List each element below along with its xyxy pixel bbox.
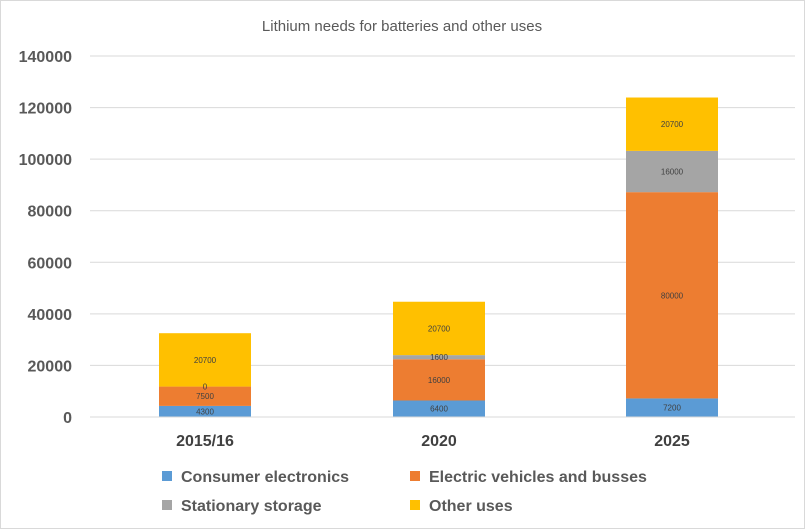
data-label: 16000 xyxy=(661,168,684,177)
y-tick-label: 20000 xyxy=(28,358,73,375)
x-axis-ticks: 2015/16 2020 2025 xyxy=(176,433,690,450)
data-label: 7200 xyxy=(663,404,681,413)
legend-label: Other uses xyxy=(429,498,513,515)
data-label: 1600 xyxy=(430,353,448,362)
data-label: 7500 xyxy=(196,392,214,401)
bar-electric-vehicles-and-busses xyxy=(626,192,718,399)
bar-electric-vehicles-and-busses xyxy=(393,359,485,401)
bar-other-uses xyxy=(159,333,251,387)
legend-swatch xyxy=(162,500,172,510)
legend-label: Stationary storage xyxy=(181,498,322,515)
bar-consumer-electronics xyxy=(393,400,485,417)
data-label: 4300 xyxy=(196,407,214,416)
x-tick-label: 2020 xyxy=(421,433,457,450)
x-tick-label: 2025 xyxy=(654,433,690,450)
y-tick-label: 120000 xyxy=(19,101,72,118)
bar-consumer-electronics xyxy=(626,398,718,417)
legend-label: Electric vehicles and busses xyxy=(429,469,647,486)
y-tick-label: 80000 xyxy=(28,204,73,221)
legend-item: Stationary storage xyxy=(162,498,322,515)
bar-stationary-storage xyxy=(626,150,718,193)
y-axis-ticks: 0 20000 40000 60000 80000 100000 120000 140000 xyxy=(19,49,72,427)
legend: Consumer electronics Electric vehicles an… xyxy=(162,469,647,515)
bar-other-uses xyxy=(393,301,485,356)
data-label: 20700 xyxy=(661,120,684,129)
bars xyxy=(159,97,718,417)
bar-electric-vehicles-and-busses xyxy=(159,386,251,406)
data-label: 80000 xyxy=(661,291,684,300)
y-tick-label: 100000 xyxy=(19,152,72,169)
legend-swatch xyxy=(162,471,172,481)
data-label: 16000 xyxy=(428,376,451,385)
y-tick-label: 60000 xyxy=(28,255,73,272)
legend-swatch xyxy=(410,471,420,481)
data-label: 20700 xyxy=(194,356,217,365)
legend-swatch xyxy=(410,500,420,510)
chart-title: Lithium needs for batteries and other us… xyxy=(262,18,542,35)
data-label: 20700 xyxy=(428,324,451,333)
data-label: 6400 xyxy=(430,405,448,414)
y-tick-label: 140000 xyxy=(19,49,72,66)
bar-stationary-storage xyxy=(393,355,485,360)
legend-item: Other uses xyxy=(410,498,513,515)
data-label: 0 xyxy=(203,383,208,392)
legend-label: Consumer electronics xyxy=(181,469,349,486)
legend-item: Electric vehicles and busses xyxy=(410,469,647,486)
y-tick-label: 0 xyxy=(63,410,72,427)
y-tick-label: 40000 xyxy=(28,307,73,324)
x-tick-label: 2015/16 xyxy=(176,433,234,450)
legend-item: Consumer electronics xyxy=(162,469,349,486)
bar-other-uses xyxy=(626,97,718,151)
bar-consumer-electronics xyxy=(159,405,251,417)
